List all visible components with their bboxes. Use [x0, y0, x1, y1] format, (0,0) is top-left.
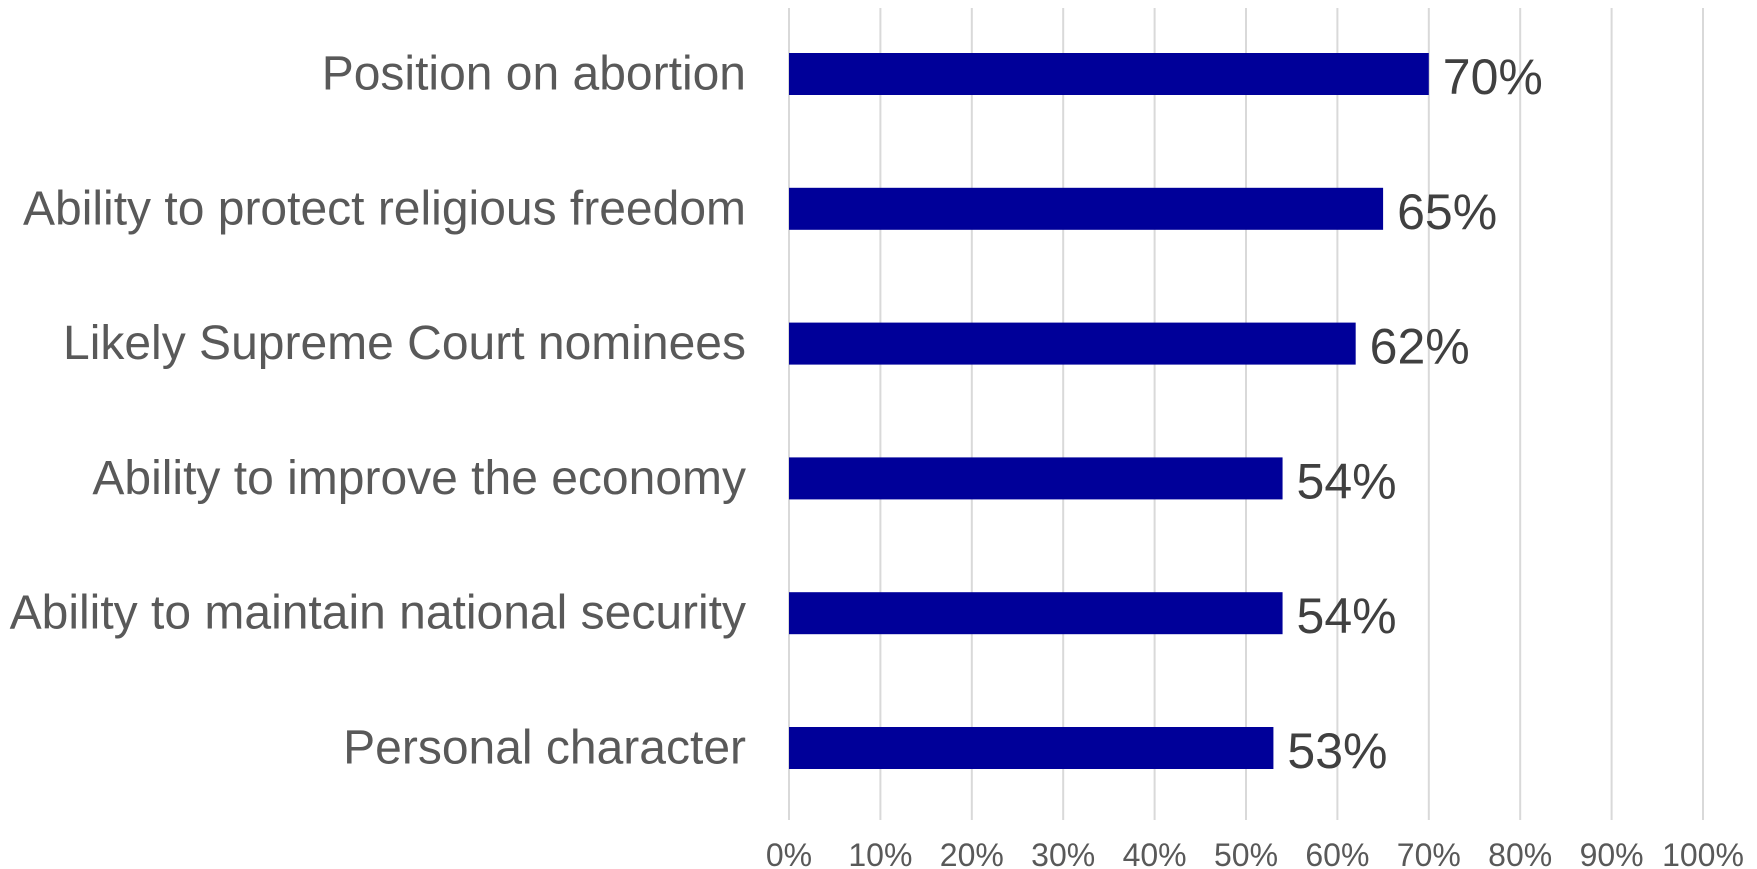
- bar: [789, 727, 1274, 769]
- x-axis-tick-labels: 0% 10% 20% 30% 40% 50% 60% 70% 80% 90% 100%: [766, 837, 1744, 869]
- data-label: 54%: [1297, 588, 1397, 644]
- x-tick-label: 30%: [1031, 837, 1095, 869]
- x-tick-label: 100%: [1662, 837, 1744, 869]
- data-label: 54%: [1297, 453, 1397, 509]
- value-labels: 70% 65% 62% 54% 54% 53%: [1287, 49, 1542, 779]
- category-label: Likely Supreme Court nominees: [63, 317, 746, 370]
- bar: [789, 53, 1429, 95]
- category-label: Position on abortion: [322, 48, 746, 101]
- x-tick-label: 90%: [1580, 837, 1644, 869]
- x-tick-label: 0%: [766, 837, 812, 869]
- category-label: Ability to improve the economy: [92, 452, 746, 505]
- x-tick-label: 10%: [848, 837, 912, 869]
- bar: [789, 592, 1283, 635]
- category-label: Ability to protect religious freedom: [23, 182, 746, 235]
- data-label: 53%: [1287, 723, 1387, 779]
- gridlines: [788, 8, 1704, 820]
- bar: [789, 322, 1356, 365]
- data-label: 65%: [1397, 184, 1497, 240]
- category-label: Personal character: [343, 722, 746, 775]
- x-tick-label: 50%: [1214, 837, 1278, 869]
- bars: [789, 53, 1429, 769]
- x-tick-label: 40%: [1123, 837, 1187, 869]
- x-tick-label: 70%: [1397, 837, 1461, 869]
- data-label: 70%: [1443, 49, 1543, 105]
- category-labels: Position on abortion Ability to protect r…: [10, 48, 746, 775]
- x-tick-label: 80%: [1488, 837, 1552, 869]
- x-tick-label: 60%: [1305, 837, 1369, 869]
- bar: [789, 457, 1283, 500]
- x-tick-label: 20%: [940, 837, 1004, 869]
- category-label: Ability to maintain national security: [10, 587, 746, 640]
- data-label: 62%: [1370, 319, 1470, 375]
- bar: [789, 187, 1384, 230]
